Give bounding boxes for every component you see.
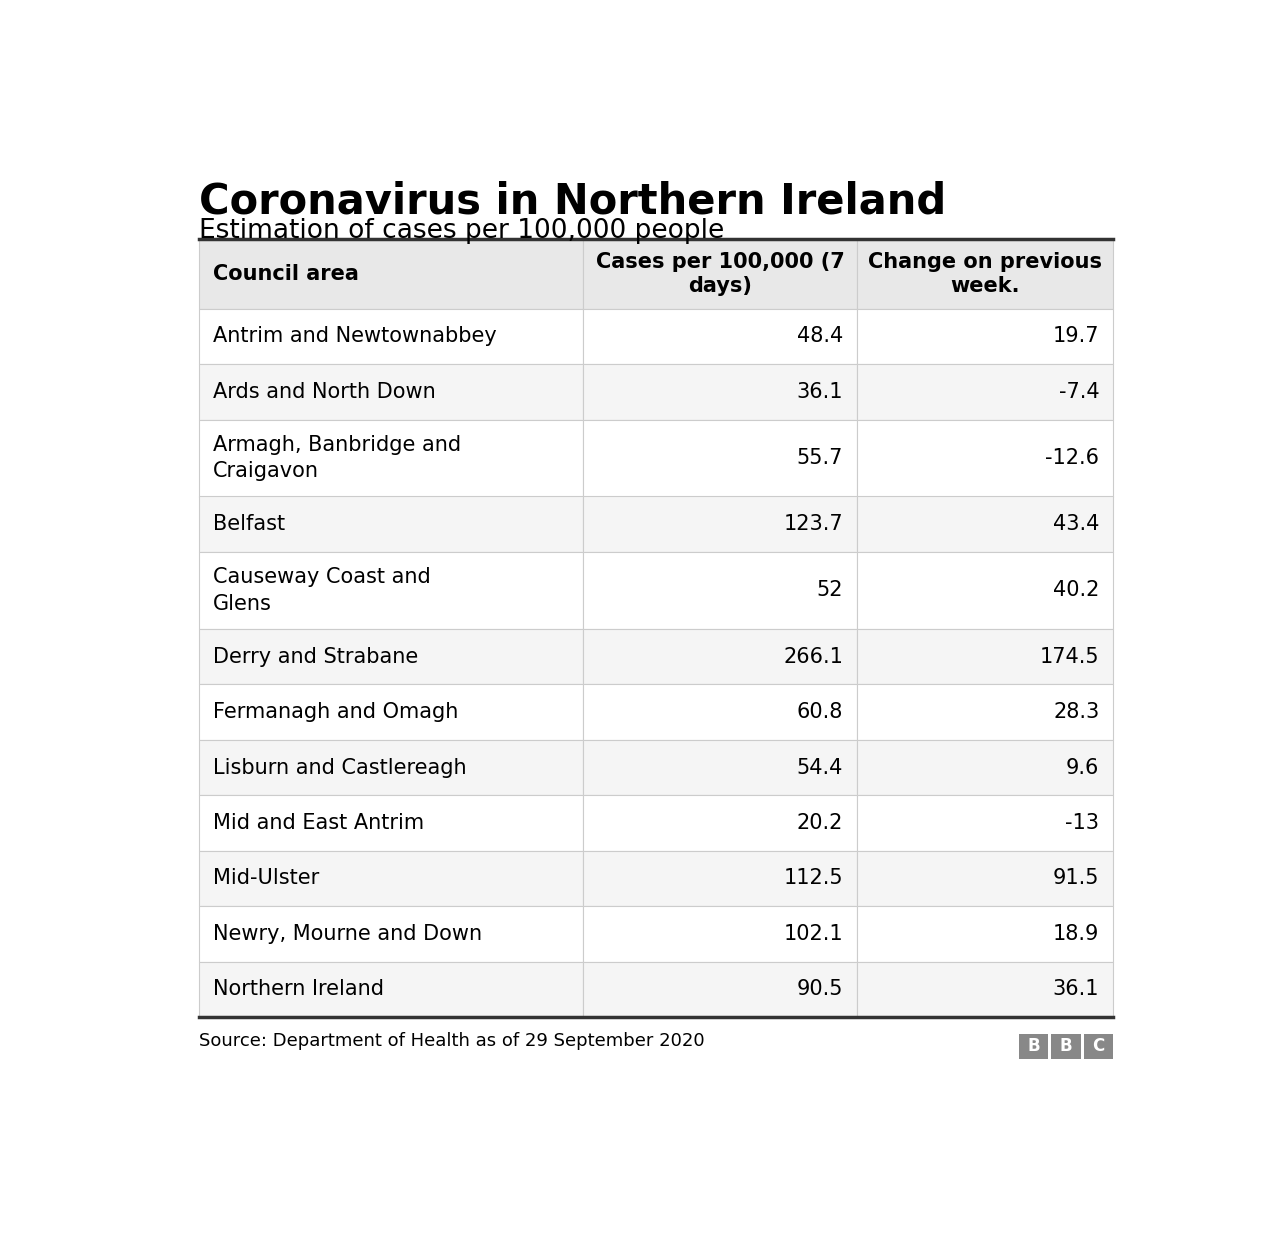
Text: 52: 52 bbox=[817, 580, 844, 600]
Bar bbox=[858, 685, 1114, 740]
Text: 91.5: 91.5 bbox=[1053, 869, 1100, 889]
Bar bbox=[198, 851, 582, 906]
Bar bbox=[198, 685, 582, 740]
Text: 54.4: 54.4 bbox=[797, 758, 844, 778]
Text: Newry, Mourne and Down: Newry, Mourne and Down bbox=[212, 924, 481, 944]
Text: 60.8: 60.8 bbox=[797, 703, 844, 722]
Bar bbox=[858, 239, 1114, 309]
Bar bbox=[198, 961, 582, 1017]
Text: -13: -13 bbox=[1065, 812, 1100, 832]
Bar bbox=[858, 961, 1114, 1017]
Text: 36.1: 36.1 bbox=[1053, 979, 1100, 999]
Text: Council area: Council area bbox=[212, 264, 358, 284]
Bar bbox=[582, 309, 858, 364]
Text: Lisburn and Castlereagh: Lisburn and Castlereagh bbox=[212, 758, 466, 778]
Text: Northern Ireland: Northern Ireland bbox=[212, 979, 384, 999]
Bar bbox=[582, 961, 858, 1017]
Text: 123.7: 123.7 bbox=[783, 514, 844, 534]
Bar bbox=[198, 309, 582, 364]
Bar bbox=[858, 906, 1114, 961]
Text: Causeway Coast and
Glens: Causeway Coast and Glens bbox=[212, 568, 430, 614]
Bar bbox=[198, 740, 582, 795]
Bar bbox=[582, 552, 858, 629]
Text: Mid and East Antrim: Mid and East Antrim bbox=[212, 812, 424, 832]
Text: Antrim and Newtownabbey: Antrim and Newtownabbey bbox=[212, 326, 497, 346]
Bar bbox=[582, 629, 858, 685]
Text: C: C bbox=[1092, 1038, 1105, 1055]
Text: 43.4: 43.4 bbox=[1053, 514, 1100, 534]
Text: -7.4: -7.4 bbox=[1059, 381, 1100, 401]
Text: 102.1: 102.1 bbox=[783, 924, 844, 944]
Bar bbox=[858, 496, 1114, 552]
Text: Source: Department of Health as of 29 September 2020: Source: Department of Health as of 29 Se… bbox=[198, 1032, 704, 1050]
Text: B: B bbox=[1060, 1038, 1073, 1055]
Bar bbox=[198, 552, 582, 629]
Text: 36.1: 36.1 bbox=[796, 381, 844, 401]
Bar bbox=[582, 364, 858, 420]
Text: 20.2: 20.2 bbox=[797, 812, 844, 832]
Bar bbox=[858, 795, 1114, 851]
Bar bbox=[198, 364, 582, 420]
Text: Coronavirus in Northern Ireland: Coronavirus in Northern Ireland bbox=[198, 181, 946, 222]
Text: B: B bbox=[1027, 1038, 1039, 1055]
Bar bbox=[858, 309, 1114, 364]
Text: 40.2: 40.2 bbox=[1053, 580, 1100, 600]
Text: 266.1: 266.1 bbox=[783, 646, 844, 666]
Bar bbox=[858, 364, 1114, 420]
Bar bbox=[858, 740, 1114, 795]
Text: 18.9: 18.9 bbox=[1053, 924, 1100, 944]
Bar bbox=[858, 420, 1114, 496]
Text: Fermanagh and Omagh: Fermanagh and Omagh bbox=[212, 703, 458, 722]
Bar bbox=[582, 420, 858, 496]
Bar bbox=[858, 629, 1114, 685]
Bar bbox=[858, 552, 1114, 629]
Bar bbox=[198, 239, 582, 309]
Text: 9.6: 9.6 bbox=[1066, 758, 1100, 778]
Bar bbox=[582, 851, 858, 906]
Bar bbox=[198, 795, 582, 851]
Text: Estimation of cases per 100,000 people: Estimation of cases per 100,000 people bbox=[198, 217, 724, 244]
Text: Armagh, Banbridge and
Craigavon: Armagh, Banbridge and Craigavon bbox=[212, 435, 461, 481]
Bar bbox=[1051, 1034, 1080, 1059]
Bar bbox=[582, 906, 858, 961]
Bar bbox=[582, 795, 858, 851]
Bar bbox=[582, 685, 858, 740]
Text: 55.7: 55.7 bbox=[797, 448, 844, 468]
Bar bbox=[1084, 1034, 1114, 1059]
Bar bbox=[198, 906, 582, 961]
Bar bbox=[858, 851, 1114, 906]
Text: 19.7: 19.7 bbox=[1053, 326, 1100, 346]
Text: 28.3: 28.3 bbox=[1053, 703, 1100, 722]
Bar bbox=[582, 740, 858, 795]
Text: Cases per 100,000 (7
days): Cases per 100,000 (7 days) bbox=[595, 253, 845, 295]
Text: -12.6: -12.6 bbox=[1046, 448, 1100, 468]
Text: 174.5: 174.5 bbox=[1039, 646, 1100, 666]
Text: Ards and North Down: Ards and North Down bbox=[212, 381, 435, 401]
Bar bbox=[582, 239, 858, 309]
Text: Derry and Strabane: Derry and Strabane bbox=[212, 646, 419, 666]
Text: Mid-Ulster: Mid-Ulster bbox=[212, 869, 319, 889]
Bar bbox=[198, 420, 582, 496]
Bar bbox=[1019, 1034, 1048, 1059]
Bar bbox=[198, 496, 582, 552]
Text: 90.5: 90.5 bbox=[796, 979, 844, 999]
Text: Change on previous
week.: Change on previous week. bbox=[868, 253, 1102, 295]
Bar bbox=[582, 496, 858, 552]
Text: 48.4: 48.4 bbox=[797, 326, 844, 346]
Text: Belfast: Belfast bbox=[212, 514, 285, 534]
Bar bbox=[198, 629, 582, 685]
Text: 112.5: 112.5 bbox=[783, 869, 844, 889]
